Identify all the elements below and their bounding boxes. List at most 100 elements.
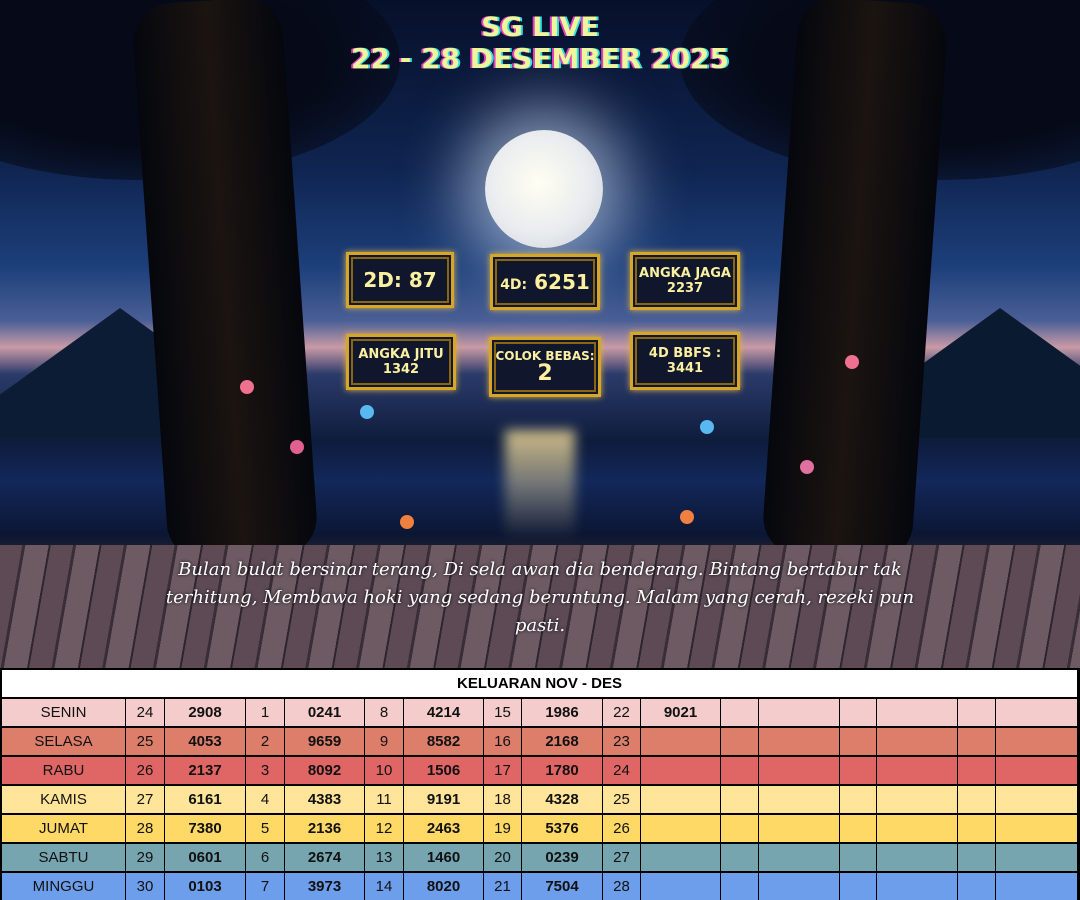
date-cell: 1 [246,699,285,726]
date-cell: 12 [365,815,404,842]
label: 4D BBFS : [648,346,722,361]
result-cell: 5376 [522,815,603,842]
date-cell [721,786,759,813]
result-angka-jitu: ANGKA JITU 1342 [346,334,456,390]
result-cell: 4053 [165,728,246,755]
result-cell [759,699,840,726]
date-cell: 15 [484,699,522,726]
label: COLOK BEBAS: [495,349,595,363]
result-cell [641,786,721,813]
date-cell [721,728,759,755]
result-cell: 2908 [165,699,246,726]
date-cell: 17 [484,757,522,784]
result-cell [759,757,840,784]
date-cell: 11 [365,786,404,813]
result-cell [759,873,840,900]
wooden-deck [0,545,1080,668]
date-cell: 24 [126,699,165,726]
poem-text: Bulan bulat bersinar terang, Di sela awa… [165,559,915,636]
flower [680,510,694,524]
result-cell: 8092 [285,757,365,784]
result-cell [996,844,1078,871]
table-row: KAMIS 27 6161 4 4383 11 9191 18 4328 25 [0,786,1080,813]
result-cell [759,786,840,813]
table-row: MINGGU 30 0103 7 3973 14 8020 21 7504 28 [0,873,1080,900]
date-cell: 26 [126,757,165,784]
day-label: JUMAT [2,815,126,842]
date-cell: 25 [126,728,165,755]
result-cell: 9021 [641,699,721,726]
flower [290,440,304,454]
date-cell [721,699,759,726]
result-cell: 2463 [404,815,484,842]
result-cell: 8020 [404,873,484,900]
date-cell: 9 [365,728,404,755]
day-label: SELASA [2,728,126,755]
date-cell: 27 [603,844,641,871]
moon-reflection [505,430,575,540]
day-label: KAMIS [2,786,126,813]
result-cell [877,757,958,784]
date-cell [958,815,996,842]
date-cell [1078,844,1079,871]
date-cell: 4 [246,786,285,813]
background-scene [0,0,1080,668]
table-row: SENIN 24 2908 1 0241 8 4214 15 1986 22 9021 [0,699,1080,726]
table-row: SELASA 25 4053 2 9659 9 8582 16 2168 23 [0,728,1080,755]
table-row: RABU 26 2137 3 8092 10 1506 17 1780 24 [0,757,1080,784]
result-cell [877,844,958,871]
result-cell: 4383 [285,786,365,813]
value: 2237 [666,281,704,296]
result-cell: 9191 [404,786,484,813]
value: 1342 [382,362,420,377]
value: 6251 [534,270,590,294]
result-cell: 2168 [522,728,603,755]
result-cell: 4214 [404,699,484,726]
date-cell: 13 [365,844,404,871]
date-cell: 18 [484,786,522,813]
date-cell [721,844,759,871]
result-cell [996,757,1078,784]
label: ANGKA JITU [358,347,444,362]
result-cell [877,699,958,726]
date-cell [958,757,996,784]
date-cell [840,699,877,726]
date-cell: 2 [246,728,285,755]
result-cell [877,873,958,900]
result-cell: 6161 [165,786,246,813]
result-cell: 7504 [522,873,603,900]
result-angka-jaga: ANGKA JAGA 2237 [630,252,740,310]
moon [485,130,603,248]
date-cell [1078,699,1079,726]
date-cell: 27 [126,786,165,813]
flower [845,355,859,369]
date-cell [1078,786,1079,813]
date-cell: 5 [246,815,285,842]
date-cell [840,815,877,842]
date-cell: 26 [603,815,641,842]
date-cell [840,728,877,755]
date-cell: 25 [603,786,641,813]
value: 87 [408,268,437,292]
day-label: RABU [2,757,126,784]
date-cell: 28 [126,815,165,842]
result-cell: 1986 [522,699,603,726]
date-cell: 6 [246,844,285,871]
result-4d: 4D: 6251 [490,254,600,310]
date-cell [721,815,759,842]
result-cell [641,815,721,842]
result-cell [877,786,958,813]
table-row: SABTU 29 0601 6 2674 13 1460 20 0239 27 [0,844,1080,871]
result-cell [641,757,721,784]
date-cell [1078,757,1079,784]
result-cell: 8582 [404,728,484,755]
date-cell [721,873,759,900]
date-cell [840,873,877,900]
date-cell [1078,873,1079,900]
page-title: SG LIVE [481,12,599,43]
date-cell: 21 [484,873,522,900]
date-cell: 14 [365,873,404,900]
date-cell: 29 [126,844,165,871]
result-cell: 0103 [165,873,246,900]
date-range: 22 - 28 DESEMBER 2025 [350,42,730,75]
